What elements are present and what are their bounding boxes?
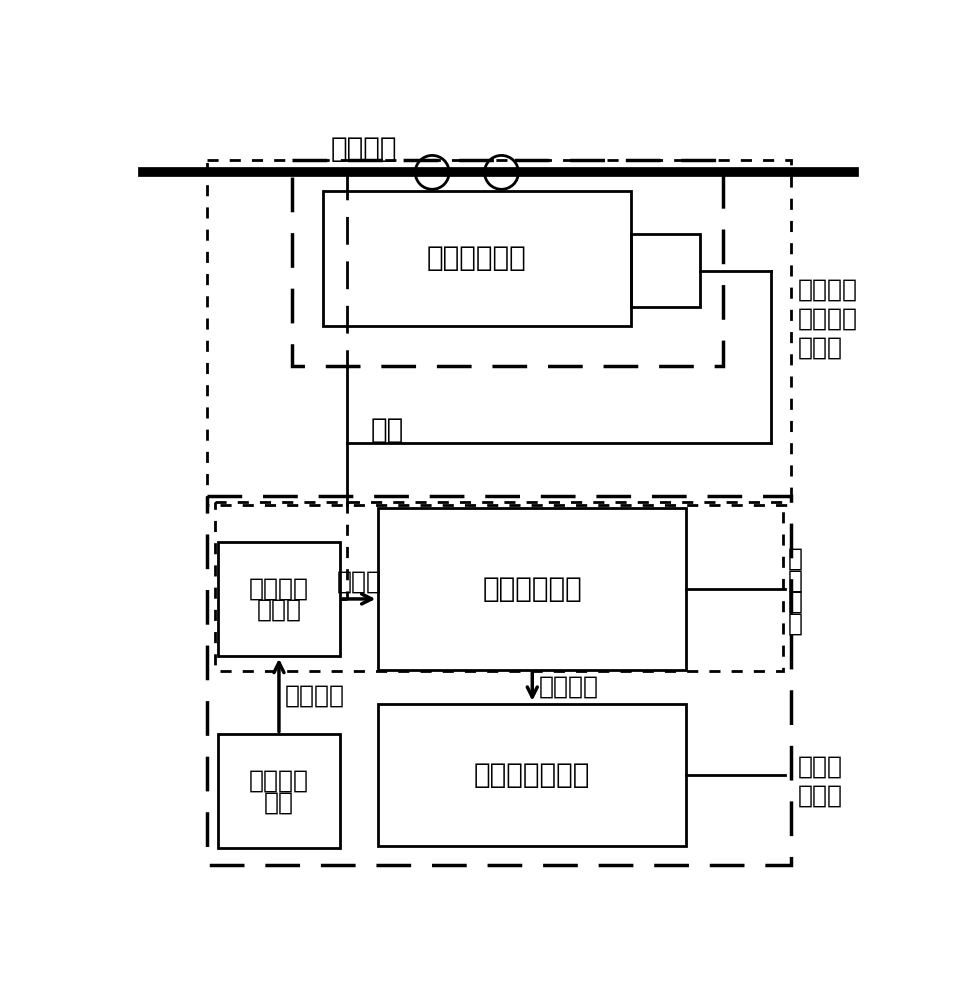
Text: 高精度标: 高精度标: [249, 769, 309, 793]
Text: 数: 数: [788, 547, 803, 571]
Text: 一次线路: 一次线路: [330, 135, 397, 163]
Bar: [218, 542, 340, 656]
Text: 准源: 准源: [264, 790, 294, 814]
Bar: [215, 502, 783, 671]
Text: 光数字转换器: 光数字转换器: [482, 575, 582, 603]
Text: 被委托光: 被委托光: [798, 277, 858, 301]
Text: 光电流传感器: 光电流传感器: [427, 244, 527, 272]
Bar: [207, 160, 791, 505]
Text: 网: 网: [788, 590, 803, 614]
Text: 光信号: 光信号: [337, 570, 382, 594]
Bar: [378, 704, 687, 846]
Text: 电式电流: 电式电流: [798, 307, 858, 331]
Text: 数字信号: 数字信号: [539, 675, 598, 699]
Text: 同型号远: 同型号远: [249, 576, 309, 600]
Bar: [207, 496, 791, 865]
Text: 保护室: 保护室: [798, 784, 843, 808]
Text: 光纤: 光纤: [370, 416, 404, 444]
Text: 动模块: 动模块: [256, 598, 302, 622]
Bar: [292, 160, 724, 366]
Bar: [218, 734, 340, 848]
Bar: [322, 191, 631, 326]
Bar: [631, 234, 700, 307]
Text: 络: 络: [788, 612, 803, 636]
Text: 互感器: 互感器: [798, 336, 843, 360]
Text: 控制、: 控制、: [798, 755, 843, 779]
Text: 控制、保护系统: 控制、保护系统: [474, 761, 590, 789]
Bar: [378, 508, 687, 670]
Text: 模拟信号: 模拟信号: [285, 683, 345, 707]
Text: 据: 据: [788, 568, 803, 592]
